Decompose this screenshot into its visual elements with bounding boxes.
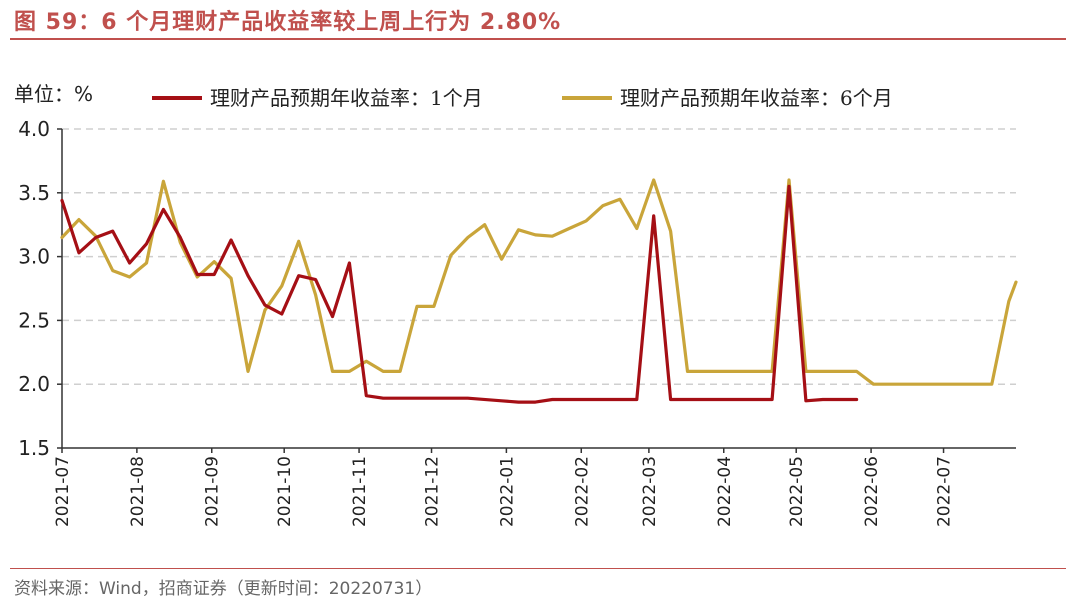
y-tick-label: 1.5	[18, 436, 50, 460]
legend: 理财产品预期年收益率：1个月 理财产品预期年收益率：6个月	[152, 86, 893, 110]
y-tick-labels: 1.5 2.0 2.5 3.0 3.5 4.0	[18, 117, 50, 460]
series-lines	[60, 178, 1018, 404]
x-tick-label: 2021-12	[423, 456, 443, 527]
axes	[57, 128, 1016, 453]
x-tick-label: 2022-03	[640, 456, 660, 527]
x-tick-label: 2022-02	[572, 456, 592, 527]
x-tick-label: 2022-01	[497, 456, 517, 527]
x-tick-label: 2022-07	[935, 456, 955, 527]
series-line	[60, 178, 1018, 386]
line-chart: 单位：% 理财产品预期年收益率：1个月 理财产品预期年收益率：6个月 1.5 2.0…	[14, 82, 1018, 527]
y-tick-label: 3.5	[18, 181, 50, 205]
x-tick-label: 2022-04	[715, 456, 735, 527]
x-tick-label: 2021-08	[128, 456, 148, 527]
x-tick-labels: 2021-07 2021-08 2021-09 2021-10 2021-11 2021-…	[53, 456, 955, 527]
title-divider	[10, 38, 1066, 40]
y-tick-label: 4.0	[18, 117, 50, 141]
legend-label: 理财产品预期年收益率：1个月	[210, 86, 483, 110]
y-unit-label: 单位：%	[14, 82, 93, 106]
x-tick-label: 2021-11	[350, 456, 370, 527]
x-tick-label: 2022-05	[787, 456, 807, 527]
y-tick-label: 2.0	[18, 372, 50, 396]
x-tick-label: 2022-06	[862, 456, 882, 527]
legend-label: 理财产品预期年收益率：6个月	[620, 86, 893, 110]
y-tick-label: 3.0	[18, 245, 50, 269]
x-tick-label: 2021-09	[203, 456, 223, 527]
series-line	[60, 184, 859, 404]
x-tick-label: 2021-10	[275, 456, 295, 527]
source-note: 资料来源：Wind，招商证券（更新时间：20220731）	[14, 579, 433, 599]
x-tick-label: 2021-07	[53, 456, 73, 527]
chart-title: 图 59：6 个月理财产品收益率较上周上行为 2.80%	[14, 10, 562, 35]
source-divider	[10, 568, 1066, 569]
y-tick-label: 2.5	[18, 308, 50, 332]
grid-lines	[62, 128, 1016, 385]
